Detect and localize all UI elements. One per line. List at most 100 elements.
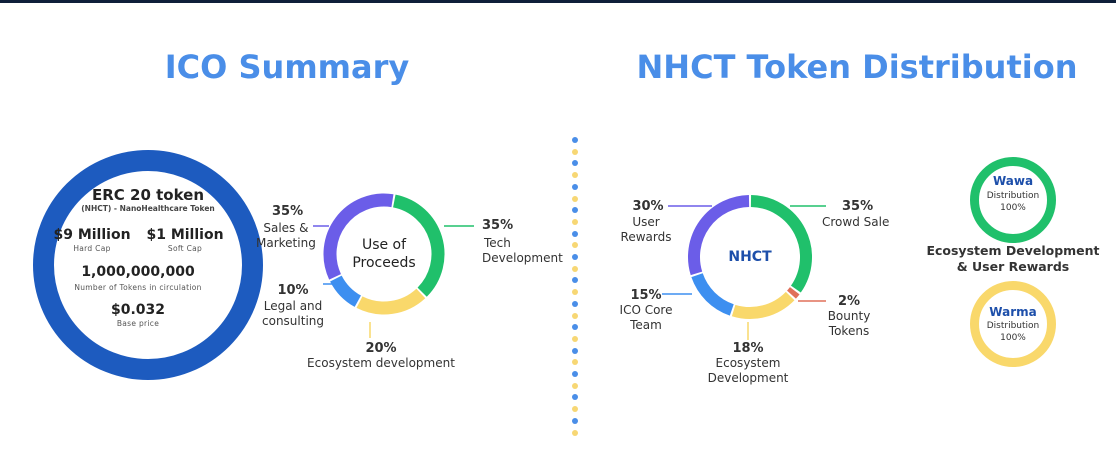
divider-dot bbox=[572, 195, 578, 202]
ico-token-name: (NHCT) - NanoHealthcare Token bbox=[81, 204, 215, 213]
tech-pct: 35% bbox=[482, 218, 514, 233]
wawa-name: Wawa bbox=[992, 174, 1034, 188]
base-price-label: Base price bbox=[116, 319, 160, 328]
divider-dot bbox=[572, 172, 578, 179]
legal-pct: 10% bbox=[277, 283, 309, 298]
eco-label: Ecosystem development bbox=[307, 356, 455, 370]
nhct-eco-label: Ecosystem Development bbox=[708, 356, 789, 386]
divider-dot bbox=[572, 218, 578, 225]
legal-label: Legal and consulting bbox=[262, 299, 324, 329]
soft-cap-label: Soft Cap bbox=[167, 244, 203, 253]
wawa-line2: 100% bbox=[1000, 203, 1026, 213]
sales-label-line1: Sales & bbox=[263, 221, 309, 235]
divider-dot bbox=[572, 347, 578, 354]
divider-dot bbox=[572, 324, 578, 331]
donut-slice-sales-marketing bbox=[323, 193, 394, 280]
eco-user-rewards-text: Ecosystem Development & User Rewards bbox=[926, 243, 1099, 275]
team-label: ICO Core Team bbox=[620, 303, 673, 333]
divider-dot bbox=[572, 230, 578, 237]
donut-slice-crowd-sale bbox=[750, 195, 812, 293]
proceeds-donut bbox=[323, 193, 445, 315]
divider-dot bbox=[572, 371, 578, 377]
user-label-line1: User bbox=[632, 215, 660, 229]
hard-cap-value: $9 Million bbox=[53, 227, 131, 243]
crowd-label: Crowd Sale bbox=[822, 215, 890, 229]
donut-slice-bounty-tokens bbox=[786, 287, 800, 299]
warma-line2: 100% bbox=[1000, 333, 1026, 343]
top-border bbox=[0, 0, 1116, 3]
divider-dot bbox=[572, 254, 578, 260]
donut-slice-ecosystem-development bbox=[356, 288, 426, 315]
bounty-label-line2: Tokens bbox=[828, 324, 870, 338]
tech-label-line1: Tech bbox=[484, 236, 511, 250]
ico-summary-title: ICO Summary bbox=[164, 48, 410, 86]
user-label: User Rewards bbox=[621, 215, 672, 245]
divider-dot bbox=[572, 183, 578, 190]
warma-line1: Distribution bbox=[986, 321, 1040, 331]
tech-label: Tech Development bbox=[482, 236, 563, 266]
proceeds-center-line2: Proceeds bbox=[352, 255, 416, 271]
tokens-label: Number of Tokens in circulation bbox=[74, 283, 202, 292]
divider-dot bbox=[572, 312, 578, 319]
divider-dot bbox=[572, 382, 578, 389]
tech-label-line2: Development bbox=[482, 251, 563, 265]
legal-label-line1: Legal and bbox=[263, 299, 323, 313]
divider-dot bbox=[572, 242, 578, 249]
sales-label: Sales & Marketing bbox=[256, 221, 316, 251]
divider-dot bbox=[572, 429, 578, 436]
warma-ring bbox=[970, 281, 1056, 367]
donut-slice-ecosystem-development bbox=[731, 291, 795, 319]
nhct-center-label: NHCT bbox=[728, 249, 772, 265]
warma-name: Warma bbox=[989, 305, 1037, 319]
nhct-eco-pct: 18% bbox=[732, 341, 764, 356]
user-pct: 30% bbox=[632, 199, 664, 214]
eco-user-line1: Ecosystem Development bbox=[926, 243, 1100, 258]
bounty-label: Bounty Tokens bbox=[828, 309, 871, 339]
divider-dot bbox=[572, 265, 578, 272]
divider-dot bbox=[572, 300, 578, 307]
nhct-eco-label-line2: Development bbox=[707, 371, 789, 385]
wawa-line1: Distribution bbox=[986, 191, 1040, 201]
divider-dot bbox=[572, 160, 578, 167]
base-price-value: $0.032 bbox=[110, 302, 166, 318]
divider-dot bbox=[572, 335, 578, 342]
wawa-distribution: Distribution 100% bbox=[987, 190, 1040, 214]
user-label-line2: Rewards bbox=[620, 230, 672, 244]
warma-distribution: Distribution 100% bbox=[987, 320, 1040, 344]
bounty-label-line1: Bounty bbox=[827, 309, 871, 323]
tokens-value: 1,000,000,000 bbox=[81, 264, 195, 280]
team-label-line1: ICO Core bbox=[619, 303, 673, 317]
hard-cap-label: Hard Cap bbox=[73, 244, 111, 253]
eco-user-line2: & User Rewards bbox=[956, 259, 1070, 274]
wawa-ring bbox=[970, 157, 1056, 243]
donut-slice-tech-development bbox=[392, 194, 445, 297]
divider-dot bbox=[572, 417, 578, 424]
divider-dot bbox=[572, 277, 578, 284]
donut-slice-ico-core-team bbox=[691, 273, 734, 316]
legal-label-line2: consulting bbox=[262, 314, 324, 328]
proceeds-center-label: Use of Proceeds bbox=[352, 236, 415, 272]
crowd-pct: 35% bbox=[842, 199, 874, 214]
soft-cap-value: $1 Million bbox=[146, 227, 224, 243]
team-label-line2: Team bbox=[630, 318, 662, 332]
team-pct: 15% bbox=[630, 288, 662, 303]
token-distribution-title: NHCT Token Distribution bbox=[636, 48, 1078, 86]
nhct-donut bbox=[688, 195, 812, 319]
divider-dot bbox=[572, 148, 578, 155]
divider-dot bbox=[572, 289, 578, 296]
bounty-pct: 2% bbox=[838, 294, 861, 309]
divider-dot bbox=[572, 137, 578, 143]
proceeds-center-line1: Use of bbox=[361, 237, 407, 253]
divider-dot bbox=[572, 359, 578, 366]
ico-token-type: ERC 20 token bbox=[91, 186, 205, 204]
eco-pct: 20% bbox=[365, 341, 397, 356]
divider-dot bbox=[572, 394, 578, 401]
divider-dot bbox=[572, 406, 578, 413]
divider-dot bbox=[572, 207, 578, 214]
section-divider bbox=[570, 137, 580, 447]
donut-slice-legal-and-consulting bbox=[330, 275, 362, 307]
donut-slice-user-rewards bbox=[688, 195, 750, 276]
sales-label-line2: Marketing bbox=[256, 236, 316, 250]
sales-pct: 35% bbox=[272, 204, 304, 219]
